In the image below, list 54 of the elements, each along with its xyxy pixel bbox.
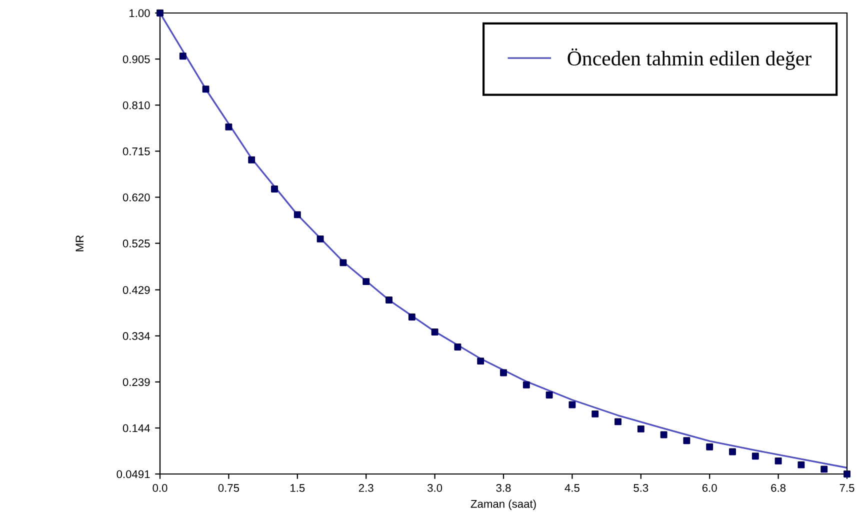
point — [568, 401, 576, 408]
point — [798, 461, 805, 468]
x-tick-label: 0.0 — [152, 484, 168, 492]
point — [408, 314, 416, 320]
point — [522, 381, 530, 388]
y-tick-label: 0.144 — [122, 424, 150, 432]
y-tick-label: 0.715 — [122, 147, 150, 156]
point — [752, 452, 759, 460]
x-tick-label: 7.5 — [840, 484, 854, 492]
x-tick-label: 4.5 — [564, 484, 580, 492]
point — [477, 358, 484, 365]
x-tick-label: 6.0 — [702, 484, 717, 492]
y-tick-label: 0.0491 — [116, 470, 150, 478]
y-tick-label: 0.239 — [122, 378, 150, 386]
point — [316, 235, 324, 242]
y-tick-label: 0.525 — [122, 240, 150, 248]
legend-label: Önceden tahmin edilen değer — [568, 48, 812, 70]
point — [614, 418, 622, 426]
x-tick-label: 0.75 — [218, 484, 240, 492]
x-axis-title: Zaman (saat) — [470, 500, 536, 510]
y-axis-title: MR — [76, 235, 84, 252]
point — [660, 431, 668, 438]
point — [179, 52, 186, 60]
y-tick-label: 0.429 — [122, 286, 150, 294]
point — [774, 457, 782, 464]
y-tick-label: 0.810 — [122, 101, 150, 110]
x-tick-label: 3.8 — [496, 484, 511, 492]
point — [454, 344, 462, 351]
y-tick-label: 0.334 — [122, 332, 150, 340]
x-tick-label: 2.3 — [358, 484, 374, 492]
point — [248, 156, 256, 164]
point — [706, 443, 714, 450]
point — [362, 278, 370, 286]
point — [431, 328, 438, 336]
x-tick-label: 3.0 — [428, 484, 442, 492]
x-tick-label: 5.3 — [634, 484, 648, 492]
point — [500, 369, 507, 376]
point — [729, 448, 736, 456]
point — [592, 410, 599, 418]
point — [683, 437, 690, 444]
point — [271, 186, 278, 192]
point — [386, 296, 392, 304]
point — [294, 211, 301, 218]
point — [202, 86, 210, 93]
point — [820, 466, 828, 473]
point — [225, 123, 232, 130]
x-tick-label: 1.5 — [290, 484, 305, 492]
x-tick-label: 6.8 — [771, 484, 786, 492]
point — [340, 259, 347, 266]
point — [637, 425, 644, 432]
point — [546, 392, 553, 398]
y-tick-label: 1.00 — [130, 9, 150, 18]
y-tick-label: 0.905 — [122, 55, 150, 64]
y-tick-label: 0.620 — [122, 193, 150, 202]
